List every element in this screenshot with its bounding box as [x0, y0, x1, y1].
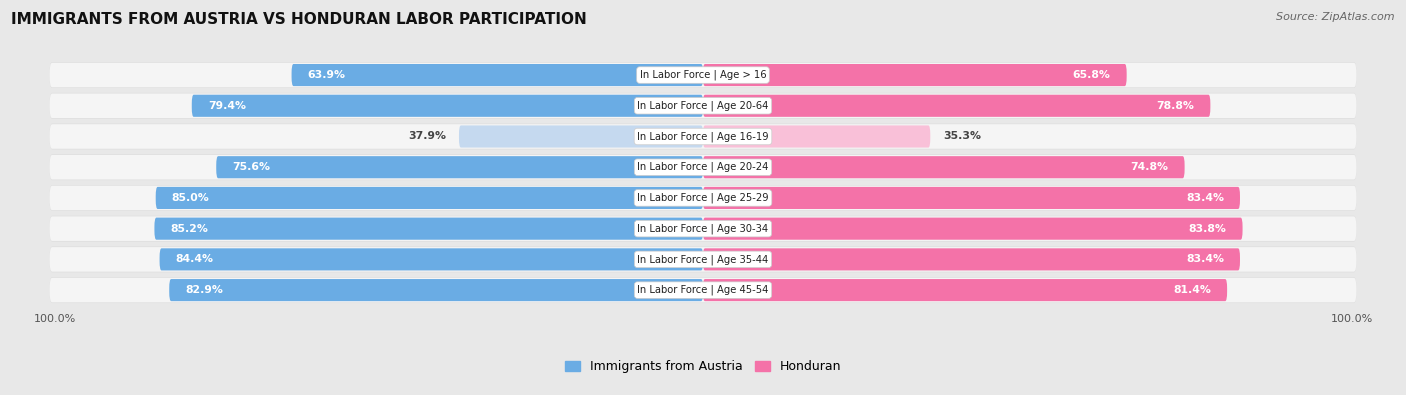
Text: 75.6%: 75.6% [232, 162, 270, 172]
Text: In Labor Force | Age 16-19: In Labor Force | Age 16-19 [637, 131, 769, 142]
Text: 81.4%: 81.4% [1173, 285, 1211, 295]
Text: 37.9%: 37.9% [408, 132, 446, 141]
FancyBboxPatch shape [703, 187, 1240, 209]
FancyBboxPatch shape [49, 93, 1357, 118]
FancyBboxPatch shape [49, 216, 1357, 242]
Text: In Labor Force | Age 45-54: In Labor Force | Age 45-54 [637, 285, 769, 295]
Text: In Labor Force | Age 25-29: In Labor Force | Age 25-29 [637, 193, 769, 203]
Text: 83.4%: 83.4% [1185, 254, 1223, 264]
FancyBboxPatch shape [49, 154, 1357, 180]
FancyBboxPatch shape [169, 279, 703, 301]
Text: 79.4%: 79.4% [208, 101, 246, 111]
Text: 84.4%: 84.4% [176, 254, 214, 264]
Text: 35.3%: 35.3% [943, 132, 981, 141]
FancyBboxPatch shape [458, 126, 703, 148]
FancyBboxPatch shape [155, 218, 703, 240]
Text: 63.9%: 63.9% [308, 70, 346, 80]
Text: 82.9%: 82.9% [186, 285, 224, 295]
FancyBboxPatch shape [703, 279, 1227, 301]
Text: In Labor Force | Age 20-24: In Labor Force | Age 20-24 [637, 162, 769, 173]
Text: In Labor Force | Age 35-44: In Labor Force | Age 35-44 [637, 254, 769, 265]
FancyBboxPatch shape [156, 187, 703, 209]
FancyBboxPatch shape [49, 94, 1357, 118]
Text: In Labor Force | Age 20-64: In Labor Force | Age 20-64 [637, 100, 769, 111]
FancyBboxPatch shape [703, 156, 1185, 178]
FancyBboxPatch shape [49, 186, 1357, 210]
Text: 83.4%: 83.4% [1185, 193, 1223, 203]
Text: IMMIGRANTS FROM AUSTRIA VS HONDURAN LABOR PARTICIPATION: IMMIGRANTS FROM AUSTRIA VS HONDURAN LABO… [11, 12, 586, 27]
FancyBboxPatch shape [49, 185, 1357, 211]
Text: 78.8%: 78.8% [1156, 101, 1194, 111]
FancyBboxPatch shape [703, 64, 1126, 86]
FancyBboxPatch shape [49, 246, 1357, 272]
FancyBboxPatch shape [49, 247, 1357, 272]
Text: 85.0%: 85.0% [172, 193, 209, 203]
FancyBboxPatch shape [49, 62, 1357, 88]
FancyBboxPatch shape [49, 124, 1357, 149]
FancyBboxPatch shape [703, 126, 931, 148]
FancyBboxPatch shape [49, 277, 1357, 303]
FancyBboxPatch shape [49, 124, 1357, 149]
Legend: Immigrants from Austria, Honduran: Immigrants from Austria, Honduran [560, 356, 846, 378]
FancyBboxPatch shape [703, 218, 1243, 240]
FancyBboxPatch shape [191, 95, 703, 117]
FancyBboxPatch shape [49, 216, 1357, 241]
FancyBboxPatch shape [49, 278, 1357, 303]
FancyBboxPatch shape [159, 248, 703, 271]
Text: In Labor Force | Age 30-34: In Labor Force | Age 30-34 [637, 224, 769, 234]
Text: 85.2%: 85.2% [170, 224, 208, 234]
FancyBboxPatch shape [703, 248, 1240, 271]
FancyBboxPatch shape [49, 155, 1357, 179]
Text: 100.0%: 100.0% [34, 314, 76, 324]
FancyBboxPatch shape [703, 95, 1211, 117]
FancyBboxPatch shape [49, 63, 1357, 87]
Text: 74.8%: 74.8% [1130, 162, 1168, 172]
FancyBboxPatch shape [217, 156, 703, 178]
Text: 83.8%: 83.8% [1188, 224, 1226, 234]
Text: Source: ZipAtlas.com: Source: ZipAtlas.com [1277, 12, 1395, 22]
Text: 65.8%: 65.8% [1073, 70, 1111, 80]
Text: 100.0%: 100.0% [1330, 314, 1372, 324]
Text: In Labor Force | Age > 16: In Labor Force | Age > 16 [640, 70, 766, 80]
FancyBboxPatch shape [291, 64, 703, 86]
